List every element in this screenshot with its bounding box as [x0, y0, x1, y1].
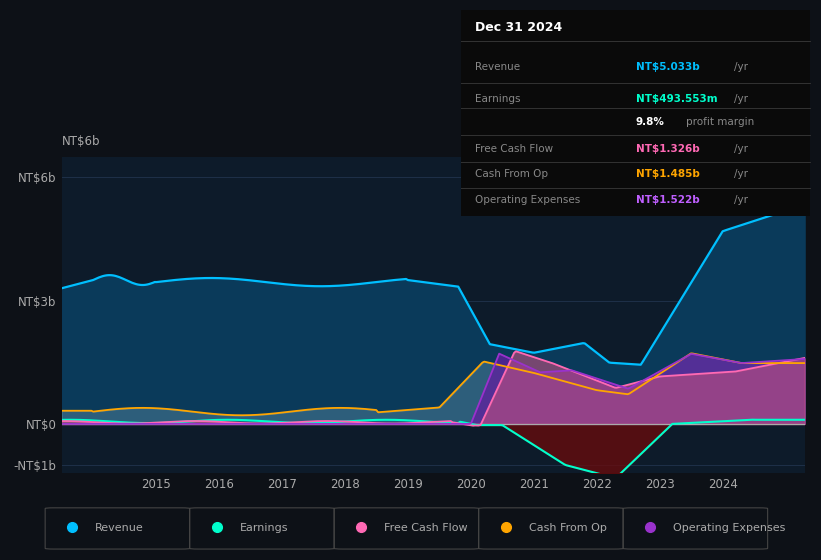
Text: NT$6b: NT$6b — [62, 136, 100, 148]
Text: 9.8%: 9.8% — [636, 117, 665, 127]
Text: Dec 31 2024: Dec 31 2024 — [475, 21, 562, 34]
Text: NT$1.522b: NT$1.522b — [636, 195, 699, 205]
Text: NT$1.485b: NT$1.485b — [636, 169, 699, 179]
Text: /yr: /yr — [734, 62, 748, 72]
Text: /yr: /yr — [734, 169, 748, 179]
Text: Revenue: Revenue — [475, 62, 521, 72]
Text: Earnings: Earnings — [475, 94, 521, 104]
Text: Operating Expenses: Operating Expenses — [475, 195, 580, 205]
Text: NT$493.553m: NT$493.553m — [636, 94, 718, 104]
Text: /yr: /yr — [734, 195, 748, 205]
Text: Cash From Op: Cash From Op — [529, 523, 607, 533]
Text: NT$1.326b: NT$1.326b — [636, 143, 699, 153]
Text: Revenue: Revenue — [95, 523, 144, 533]
Text: /yr: /yr — [734, 143, 748, 153]
Text: Earnings: Earnings — [240, 523, 288, 533]
Text: Free Cash Flow: Free Cash Flow — [384, 523, 468, 533]
Text: profit margin: profit margin — [686, 117, 754, 127]
Text: Operating Expenses: Operating Expenses — [673, 523, 786, 533]
Text: /yr: /yr — [734, 94, 748, 104]
Text: NT$5.033b: NT$5.033b — [636, 62, 699, 72]
Text: Cash From Op: Cash From Op — [475, 169, 548, 179]
Text: Free Cash Flow: Free Cash Flow — [475, 143, 553, 153]
